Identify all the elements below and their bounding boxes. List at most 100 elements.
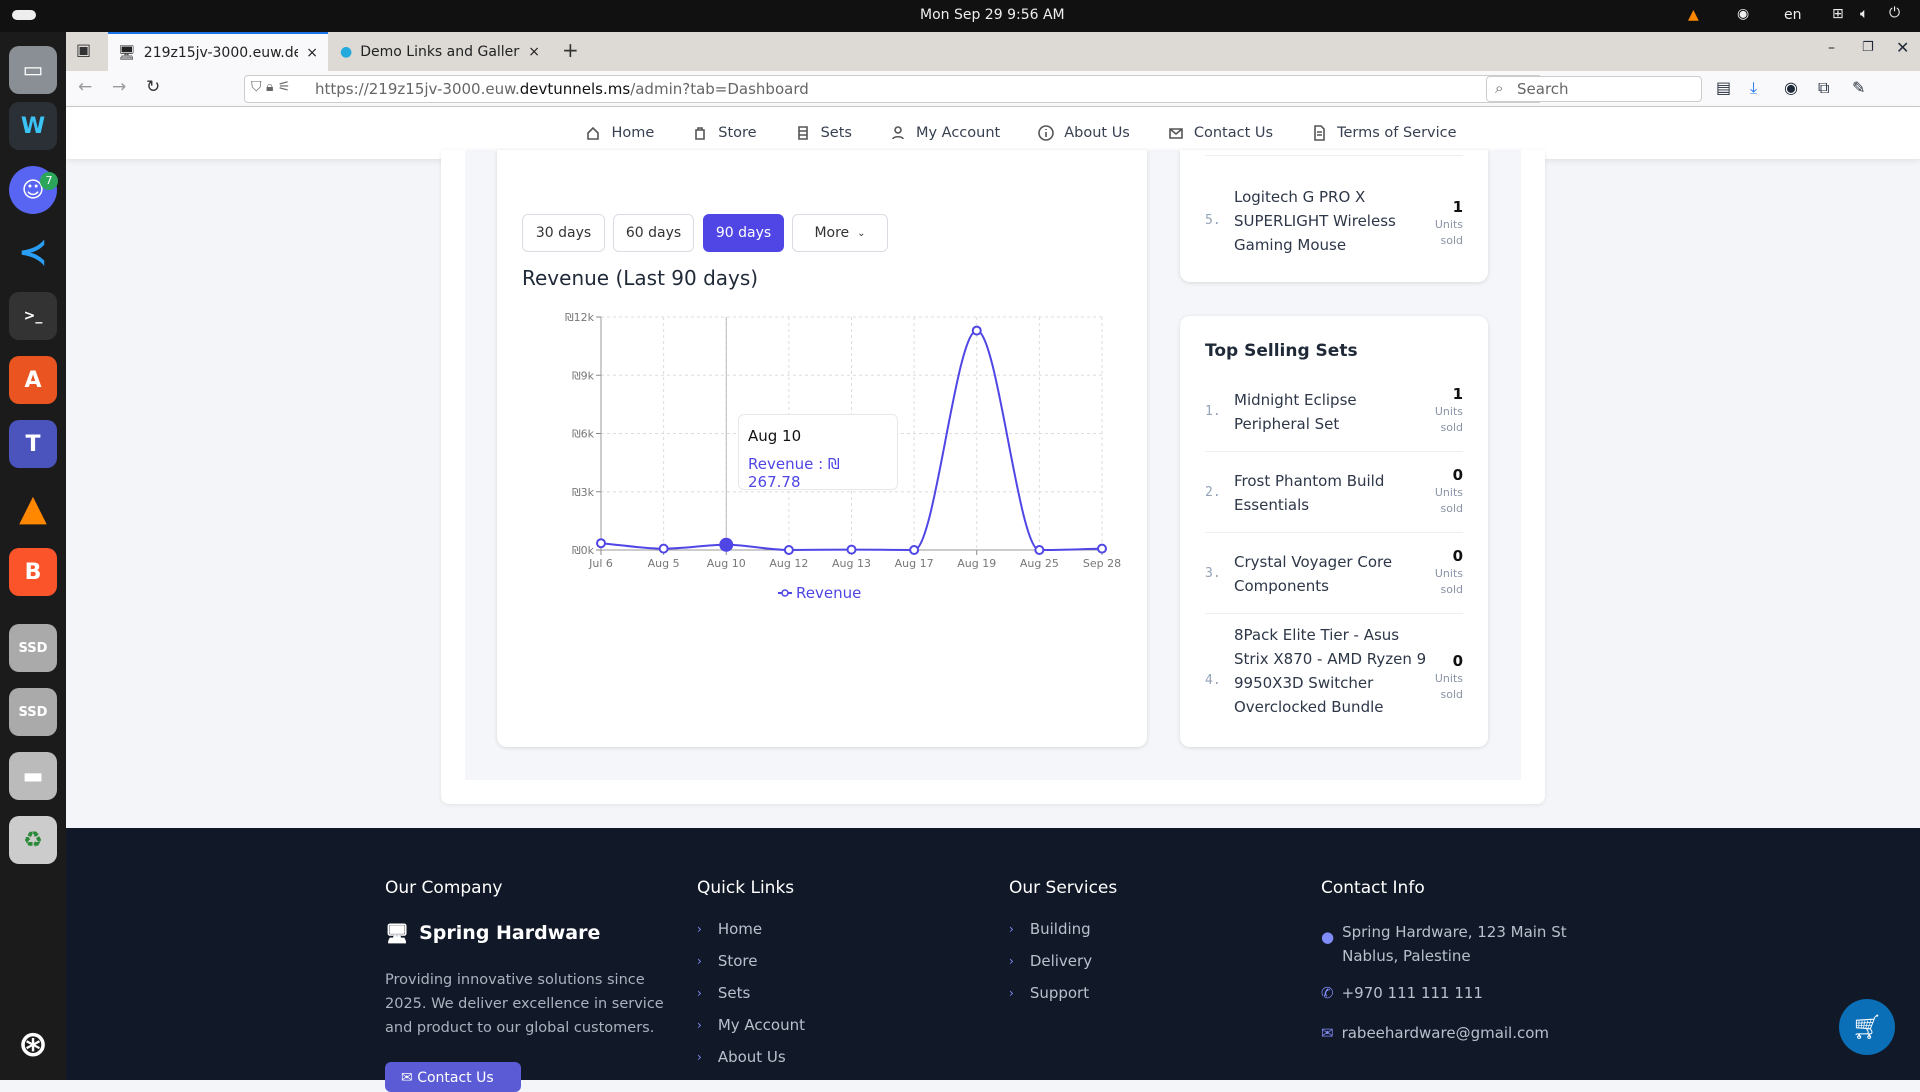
sidebar-icon[interactable]: ▤	[1716, 78, 1732, 97]
footer-link[interactable]: › My Account	[697, 1016, 805, 1034]
terminal-icon[interactable]: >_	[9, 292, 57, 340]
url-input[interactable]: ⛉ 🔒︎ ⚟ https://219z15jv-3000.euw. devtunn…	[244, 75, 1542, 103]
x-tick-label: Aug 13	[832, 557, 871, 570]
brave-icon[interactable]: B	[9, 548, 57, 596]
drive-icon[interactable]: ▬	[9, 752, 57, 800]
clock[interactable]: Mon Sep 29 9:56 AM	[920, 7, 1065, 23]
vscode-icon[interactable]: ≺	[17, 231, 49, 273]
nav-terms-of-service[interactable]: Terms of Service	[1311, 125, 1457, 141]
card-title: Top Selling Sets	[1205, 341, 1358, 361]
nav-sets[interactable]: Sets	[795, 125, 852, 141]
nav-home[interactable]: Home	[585, 125, 654, 141]
x-tick-label: Aug 10	[707, 557, 746, 570]
footer-link[interactable]: › About Us	[697, 1048, 786, 1066]
chevron-down-icon: ⌄	[857, 227, 866, 239]
divider	[1205, 155, 1463, 156]
mail-icon: ✉	[401, 1070, 418, 1086]
sets-icon	[797, 126, 808, 140]
teams-icon[interactable]: T	[9, 420, 57, 468]
download-icon[interactable]: ⤓	[1750, 78, 1758, 97]
chart-title: Revenue (Last 90 days)	[522, 266, 759, 290]
windsurf-icon[interactable]: W	[9, 102, 57, 150]
data-point	[971, 325, 982, 336]
app-center-icon[interactable]: A	[9, 356, 57, 404]
footer-link[interactable]: › Support	[1009, 984, 1090, 1002]
tab-demo-links[interactable]: ●Demo Links and Gallery | S×	[340, 43, 540, 60]
footer-phone[interactable]: ✆ +970 111 111 111	[1321, 984, 1483, 1002]
x-tick-label: Aug 25	[1020, 557, 1059, 570]
data-point	[1034, 545, 1045, 555]
footer-link[interactable]: › Delivery	[1009, 952, 1093, 970]
discord-tray-icon[interactable]: ◉	[1737, 6, 1750, 22]
extensions-icon[interactable]: ⧉	[1818, 78, 1830, 97]
top-selling-sets-card	[1180, 316, 1488, 747]
computer-icon: 🖥︎	[385, 923, 410, 945]
y-tick-label: ₪9k	[572, 369, 595, 382]
new-tab-button[interactable]: +	[562, 38, 579, 62]
network-icon[interactable]: ⊞	[1832, 6, 1844, 22]
maximize-button[interactable]: ❐	[1862, 40, 1874, 55]
footer-link[interactable]: › Building	[1009, 920, 1091, 938]
forward-button[interactable]: →	[112, 77, 127, 97]
data-point	[719, 537, 734, 552]
contact-us-button[interactable]: ✉ Contact Us	[385, 1062, 521, 1092]
nav-about-us[interactable]: About Us	[1038, 125, 1130, 141]
footer-email[interactable]: ✉ rabeehardware@gmail.com	[1321, 1024, 1550, 1042]
shield-icon[interactable]: ⛉ 🔒︎ ⚟	[251, 79, 291, 95]
files-icon[interactable]: ▭	[9, 46, 57, 94]
bag-icon	[695, 127, 706, 140]
list-item[interactable]: 4. 8Pack Elite Tier - Asus Strix X870 - A…	[1205, 626, 1463, 716]
ssd-drive-icon[interactable]: SSD	[9, 624, 57, 672]
mail-icon: ✉	[1321, 1024, 1334, 1042]
list-item[interactable]: 1. Midnight Eclipse Peripheral Set 1 Units …	[1205, 380, 1463, 452]
power-icon[interactable]: ⏻	[1889, 5, 1901, 21]
extension-icon[interactable]: ✎	[1852, 78, 1866, 97]
tooltip-value: Revenue : ₪ 267.78	[748, 455, 840, 491]
back-button[interactable]: ←	[78, 77, 93, 97]
close-tab-icon[interactable]: ×	[528, 43, 540, 60]
nav-contact-us[interactable]: Contact Us	[1168, 125, 1273, 141]
language-indicator[interactable]: en	[1784, 7, 1802, 23]
user-icon	[892, 126, 904, 140]
revenue-chart[interactable]: ₪0k ₪3k ₪6k ₪9k ₪12k Jul 6 Aug 5 Aug 10 Aug 12 Au…	[540, 300, 1140, 610]
range-60-days-button[interactable]: 60 days	[613, 214, 694, 252]
tooltip-date: Aug 10	[748, 427, 802, 445]
phone-icon: ✆	[1321, 984, 1334, 1002]
footer-link[interactable]: › Sets	[697, 984, 751, 1002]
document-icon	[1314, 125, 1325, 141]
list-item[interactable]: 5. Logitech G PRO X SUPERLIGHT Wireless …	[1205, 188, 1463, 254]
list-item[interactable]: 2. Frost Phantom Build Essentials 0 Units s…	[1205, 461, 1463, 533]
y-tick-label: ₪12k	[565, 311, 595, 324]
search-icon: ⌕	[1495, 79, 1504, 97]
nav-my-account[interactable]: My Account	[890, 125, 1000, 141]
range-90-days-button[interactable]: 90 days	[703, 214, 784, 252]
search-input[interactable]: ⌕ Search	[1486, 76, 1702, 102]
chevron-right-icon: ›	[1009, 922, 1014, 936]
footer-link[interactable]: › Store	[697, 952, 758, 970]
location-pin-icon: ●	[1321, 928, 1335, 946]
ssd-drive-icon[interactable]: SSD	[9, 688, 57, 736]
footer: Our Company 🖥︎ Spring Hardware Providing …	[66, 828, 1920, 1092]
list-item[interactable]: 3. Crystal Voyager Core Components 0 Units …	[1205, 542, 1463, 614]
show-apps-icon[interactable]: ⊛	[17, 1023, 49, 1065]
cart-icon: 🛒︎	[1851, 1013, 1883, 1041]
more-range-dropdown[interactable]: More ⌄	[792, 214, 888, 252]
vlc-icon[interactable]: ▲	[19, 487, 47, 529]
close-tab-icon[interactable]: ×	[306, 44, 318, 61]
data-point	[1097, 543, 1107, 554]
reload-button[interactable]: ↻	[146, 77, 161, 97]
trash-icon[interactable]: ♻	[9, 816, 57, 864]
volume-icon[interactable]: 🔈︎	[1860, 6, 1869, 22]
footer-link[interactable]: › Home	[697, 920, 763, 938]
dock: ▭ W ☺ 7 ≺ >_ A T ▲ B SSD SSD ▬ ♻ ⊛	[0, 32, 66, 1080]
cart-button[interactable]: 🛒︎	[1839, 999, 1895, 1055]
tab-overview-icon[interactable]: ▣	[76, 40, 92, 59]
close-window-button[interactable]: ✕	[1896, 38, 1910, 57]
account-icon[interactable]: ◉	[1784, 78, 1798, 97]
activities-button[interactable]	[12, 10, 36, 20]
tab-active[interactable]: 🖥︎219z15jv-3000.euw.devtu×	[108, 32, 328, 71]
nav-store[interactable]: Store	[692, 125, 757, 141]
range-30-days-button[interactable]: 30 days	[522, 214, 605, 252]
vlc-tray-icon[interactable]: ▲	[1688, 7, 1699, 23]
minimize-button[interactable]: –	[1828, 40, 1835, 56]
